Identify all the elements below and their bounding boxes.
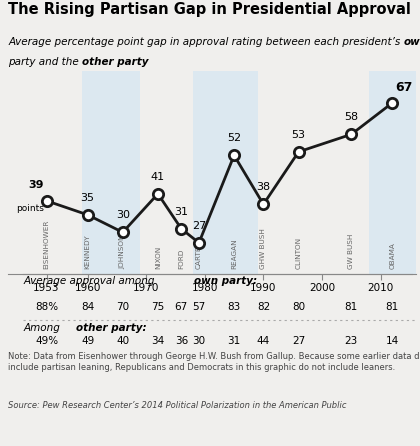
- Text: 57: 57: [192, 302, 205, 312]
- Point: [178, 225, 185, 232]
- Text: 67: 67: [175, 302, 188, 312]
- Text: REAGAN: REAGAN: [231, 239, 237, 269]
- Text: 83: 83: [228, 302, 241, 312]
- Point: [389, 99, 396, 107]
- Text: The Rising Partisan Gap in Presidential Approval: The Rising Partisan Gap in Presidential …: [8, 2, 411, 17]
- Text: party and the: party and the: [8, 58, 82, 67]
- Text: CARTER: CARTER: [196, 240, 202, 269]
- Text: 36: 36: [175, 336, 188, 347]
- Text: EISENHOWER: EISENHOWER: [44, 220, 50, 269]
- Text: 23: 23: [345, 336, 358, 347]
- Point: [155, 190, 161, 198]
- Text: 27: 27: [292, 336, 305, 347]
- Text: 49: 49: [81, 336, 94, 347]
- Text: own party:: own party:: [194, 276, 257, 286]
- Bar: [82, 71, 140, 274]
- Point: [43, 197, 50, 204]
- Text: 88%: 88%: [35, 302, 58, 312]
- Text: FORD: FORD: [178, 249, 184, 269]
- Text: 75: 75: [151, 302, 165, 312]
- Text: Source: Pew Research Center’s 2014 Political Polarization in the American Public: Source: Pew Research Center’s 2014 Polit…: [8, 401, 347, 410]
- Text: own: own: [404, 37, 420, 47]
- Point: [295, 148, 302, 155]
- Text: 67: 67: [395, 81, 413, 94]
- Text: Average approval among: Average approval among: [23, 276, 158, 286]
- Text: 40: 40: [116, 336, 129, 347]
- Text: 70: 70: [116, 302, 129, 312]
- Text: 84: 84: [81, 302, 94, 312]
- Text: 41: 41: [151, 172, 165, 182]
- Text: JOHNSON: JOHNSON: [120, 235, 126, 269]
- Text: 82: 82: [257, 302, 270, 312]
- Text: points: points: [16, 204, 44, 213]
- Text: GW BUSH: GW BUSH: [348, 234, 354, 269]
- Text: 14: 14: [386, 336, 399, 347]
- Point: [348, 131, 354, 138]
- Text: 53: 53: [291, 130, 306, 140]
- Text: Average percentage point gap in approval rating between each president’s: Average percentage point gap in approval…: [8, 37, 404, 47]
- Point: [84, 211, 91, 219]
- Text: 58: 58: [344, 112, 358, 122]
- Text: NIXON: NIXON: [155, 246, 161, 269]
- Text: 80: 80: [292, 302, 305, 312]
- Point: [119, 229, 126, 236]
- Text: 30: 30: [192, 336, 205, 347]
- Text: 81: 81: [345, 302, 358, 312]
- Text: 34: 34: [151, 336, 165, 347]
- Point: [231, 152, 237, 159]
- Text: 44: 44: [257, 336, 270, 347]
- Text: CLINTON: CLINTON: [296, 237, 302, 269]
- Text: 27: 27: [192, 221, 206, 231]
- Text: 39: 39: [28, 180, 44, 190]
- Text: 38: 38: [256, 182, 270, 192]
- Text: 49%: 49%: [35, 336, 58, 347]
- Text: 52: 52: [227, 133, 241, 143]
- Text: 35: 35: [81, 193, 94, 202]
- Text: other party:: other party:: [76, 323, 147, 333]
- Bar: [193, 71, 257, 274]
- Text: KENNEDY: KENNEDY: [84, 235, 91, 269]
- Text: Among: Among: [23, 323, 63, 333]
- Text: other party: other party: [82, 58, 149, 67]
- Text: GHW BUSH: GHW BUSH: [260, 228, 266, 269]
- Text: 30: 30: [116, 210, 130, 220]
- Text: 31: 31: [174, 206, 188, 217]
- Bar: [369, 71, 416, 274]
- Point: [260, 201, 267, 208]
- Text: Note: Data from Eisenhower through George H.W. Bush from Gallup. Because some ea: Note: Data from Eisenhower through Georg…: [8, 352, 420, 372]
- Text: OBAMA: OBAMA: [389, 242, 395, 269]
- Text: 31: 31: [228, 336, 241, 347]
- Point: [196, 239, 202, 246]
- Text: 81: 81: [386, 302, 399, 312]
